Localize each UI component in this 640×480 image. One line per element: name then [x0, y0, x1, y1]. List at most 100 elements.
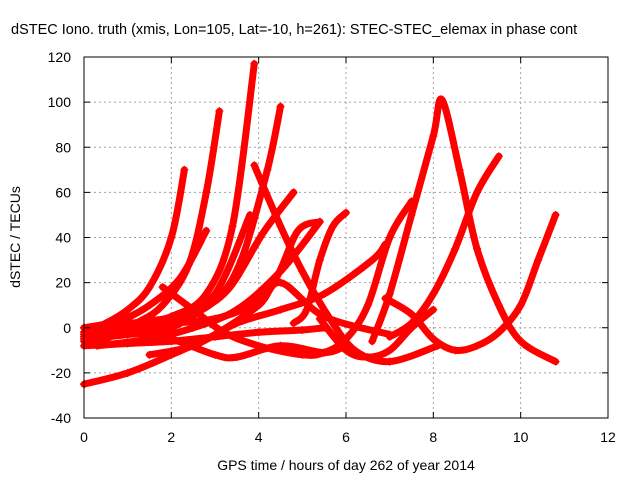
- data-point: [315, 256, 324, 265]
- x-axis-label: GPS time / hours of day 262 of year 2014: [217, 457, 475, 473]
- series-arc-20: [385, 152, 503, 341]
- data-point: [289, 319, 298, 328]
- data-point: [215, 107, 224, 116]
- data-point: [293, 226, 302, 235]
- data-point: [145, 301, 154, 310]
- x-tick-label: 10: [513, 429, 529, 445]
- data-point: [342, 335, 350, 344]
- data-point: [123, 305, 132, 314]
- data-point: [342, 346, 350, 355]
- data-point: [228, 222, 237, 231]
- y-tick-label: 80: [55, 139, 71, 155]
- data-point: [298, 267, 307, 276]
- data-point: [342, 208, 350, 217]
- data-point: [250, 161, 259, 170]
- data-point: [245, 210, 254, 219]
- data-point: [211, 289, 219, 298]
- data-point: [429, 335, 438, 344]
- data-point: [473, 188, 481, 197]
- x-tick-label: 4: [255, 429, 263, 445]
- data-point: [534, 256, 543, 265]
- data-point: [254, 328, 263, 337]
- data-point: [145, 350, 154, 359]
- y-tick-label: 120: [48, 49, 72, 65]
- data-point: [494, 328, 503, 337]
- data-point: [551, 357, 560, 366]
- data-series: [80, 59, 560, 389]
- data-point: [224, 285, 233, 294]
- data-point: [385, 357, 394, 366]
- data-point: [407, 310, 416, 319]
- data-point: [320, 289, 329, 298]
- data-point: [363, 353, 372, 362]
- chart-title: dSTEC Iono. truth (xmis, Lon=105, Lat=-1…: [11, 22, 577, 38]
- data-point: [320, 348, 329, 357]
- data-point: [167, 233, 176, 242]
- x-tick-label: 8: [429, 429, 437, 445]
- data-point: [276, 222, 285, 231]
- data-point: [180, 165, 189, 174]
- axis-ticks: 0 2 4 6 8 10 12 -40 -20 0 20 40 60 80 100 120: [48, 49, 616, 445]
- data-point: [276, 305, 285, 314]
- data-point: [473, 341, 481, 350]
- data-point: [516, 337, 525, 346]
- y-tick-label: 100: [48, 94, 72, 110]
- data-point: [123, 339, 132, 348]
- y-axis-label: dSTEC / TECUs: [7, 186, 23, 288]
- x-tick-label: 12: [600, 429, 616, 445]
- data-point: [368, 337, 377, 346]
- y-tick-label: 0: [63, 320, 71, 336]
- data-point: [429, 289, 438, 298]
- data-point: [324, 312, 333, 321]
- data-point: [298, 326, 307, 335]
- data-point: [385, 332, 394, 341]
- data-point: [263, 165, 272, 174]
- y-tick-label: 40: [55, 230, 71, 246]
- data-point: [123, 326, 132, 335]
- x-tick-label: 0: [80, 429, 88, 445]
- data-point: [494, 152, 503, 161]
- data-point: [455, 165, 464, 174]
- data-point: [438, 95, 447, 104]
- data-point: [176, 274, 185, 283]
- series-arc-16: [158, 197, 416, 359]
- data-point: [276, 278, 285, 287]
- data-point: [385, 346, 394, 355]
- data-point: [407, 210, 416, 219]
- data-point: [123, 368, 132, 377]
- data-point: [276, 102, 285, 111]
- data-point: [167, 350, 176, 359]
- data-point: [516, 301, 525, 310]
- data-point: [254, 301, 263, 310]
- data-point: [551, 210, 560, 219]
- x-tick-label: 2: [167, 429, 175, 445]
- data-point: [429, 131, 438, 140]
- data-point: [259, 228, 268, 237]
- data-point: [328, 222, 337, 231]
- grid: [84, 57, 608, 418]
- data-point: [385, 289, 394, 298]
- y-tick-label: -20: [51, 365, 71, 381]
- data-point: [381, 294, 390, 303]
- data-point: [145, 283, 154, 292]
- x-tick-label: 6: [342, 429, 350, 445]
- data-point: [254, 341, 263, 350]
- data-point: [250, 59, 259, 68]
- data-point: [315, 314, 324, 323]
- data-point: [189, 305, 198, 314]
- data-point: [211, 350, 219, 359]
- y-tick-label: 20: [55, 275, 71, 291]
- data-point: [385, 233, 394, 242]
- data-point: [211, 314, 219, 323]
- series-line: [159, 197, 415, 359]
- data-point: [202, 226, 211, 235]
- data-point: [232, 353, 241, 362]
- data-point: [167, 319, 176, 328]
- data-point: [429, 305, 438, 314]
- data-point: [363, 301, 372, 310]
- series-line: [80, 166, 188, 336]
- data-point: [451, 346, 460, 355]
- data-point: [494, 301, 503, 310]
- data-point: [202, 289, 211, 298]
